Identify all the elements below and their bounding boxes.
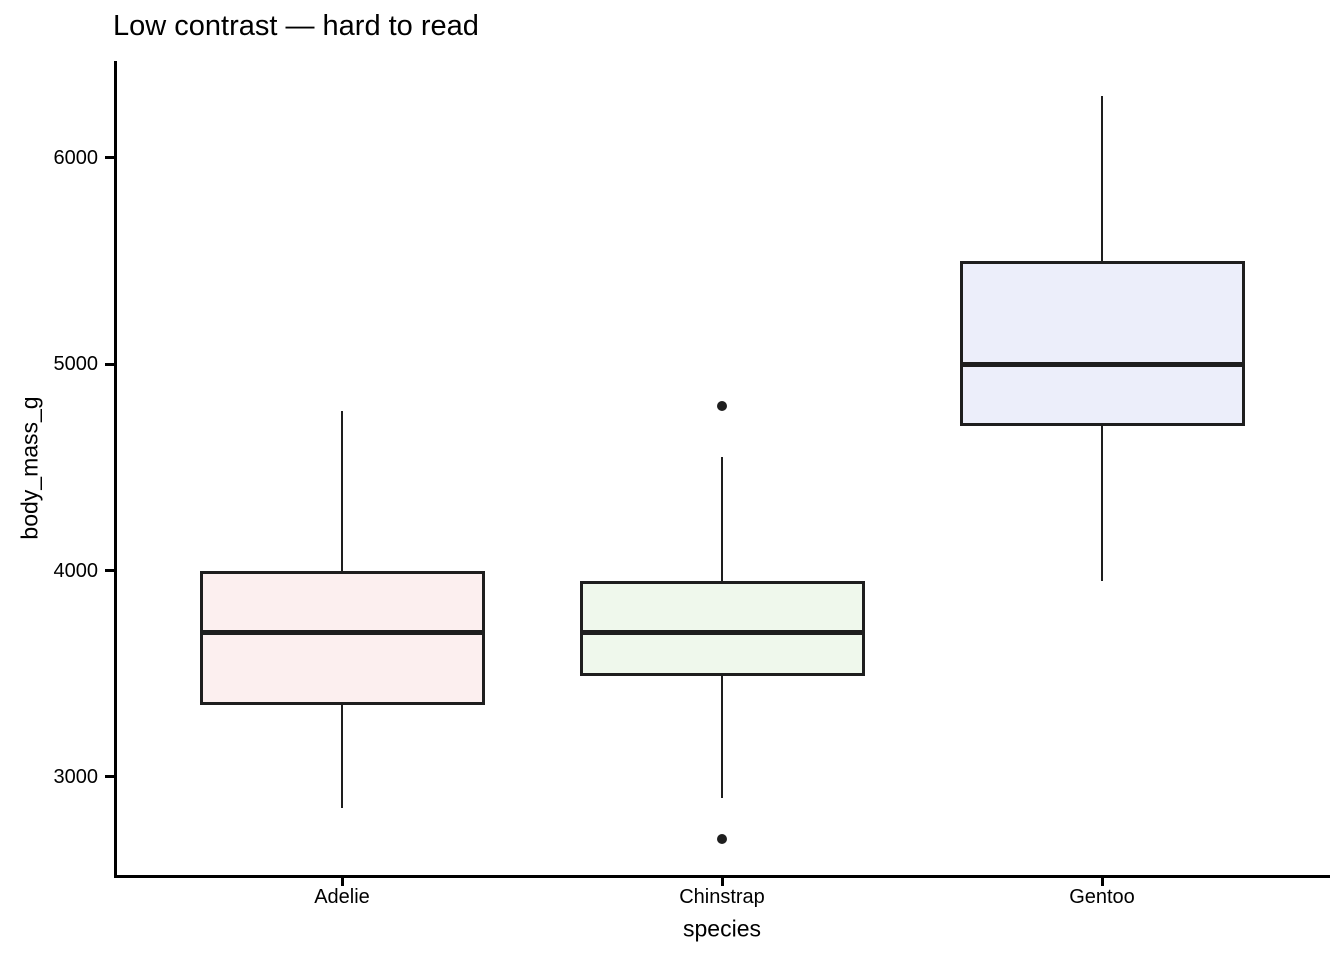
y-tick-mark — [105, 569, 114, 573]
gentoo-upper-whisker — [1100, 96, 1104, 262]
adelie-box — [199, 570, 485, 705]
x-axis-line — [114, 875, 1330, 878]
y-tick-label: 4000 — [53, 559, 99, 582]
x-tick-label-gentoo: Gentoo — [1069, 886, 1135, 908]
y-tick-mark — [105, 775, 114, 779]
gentoo-lower-whisker — [1100, 426, 1104, 581]
chinstrap-outlier-point — [717, 833, 727, 844]
x-tick-mark — [1100, 878, 1104, 886]
x-tick-mark — [720, 878, 724, 886]
adelie-median-line — [199, 630, 485, 636]
y-tick-mark — [105, 362, 114, 366]
y-axis-line — [114, 61, 117, 878]
chinstrap-lower-whisker — [720, 676, 724, 798]
adelie-lower-whisker — [340, 704, 344, 808]
y-tick-mark — [105, 156, 114, 160]
y-tick-label: 5000 — [53, 353, 99, 376]
gentoo-box — [959, 261, 1245, 427]
gentoo-median-line — [959, 361, 1245, 367]
x-axis-title: species — [683, 915, 761, 942]
x-tick-label-adelie: Adelie — [314, 886, 370, 908]
adelie-upper-whisker — [340, 410, 344, 571]
chinstrap-median-line — [579, 630, 865, 636]
x-tick-label-chinstrap: Chinstrap — [679, 886, 765, 908]
chinstrap-outlier-point — [717, 400, 727, 411]
chart-title: Low contrast — hard to read — [113, 10, 479, 42]
y-tick-label: 6000 — [53, 146, 99, 169]
x-tick-mark — [340, 878, 344, 886]
chinstrap-box — [579, 580, 865, 677]
chinstrap-upper-whisker — [720, 457, 724, 581]
y-tick-label: 3000 — [53, 765, 99, 788]
